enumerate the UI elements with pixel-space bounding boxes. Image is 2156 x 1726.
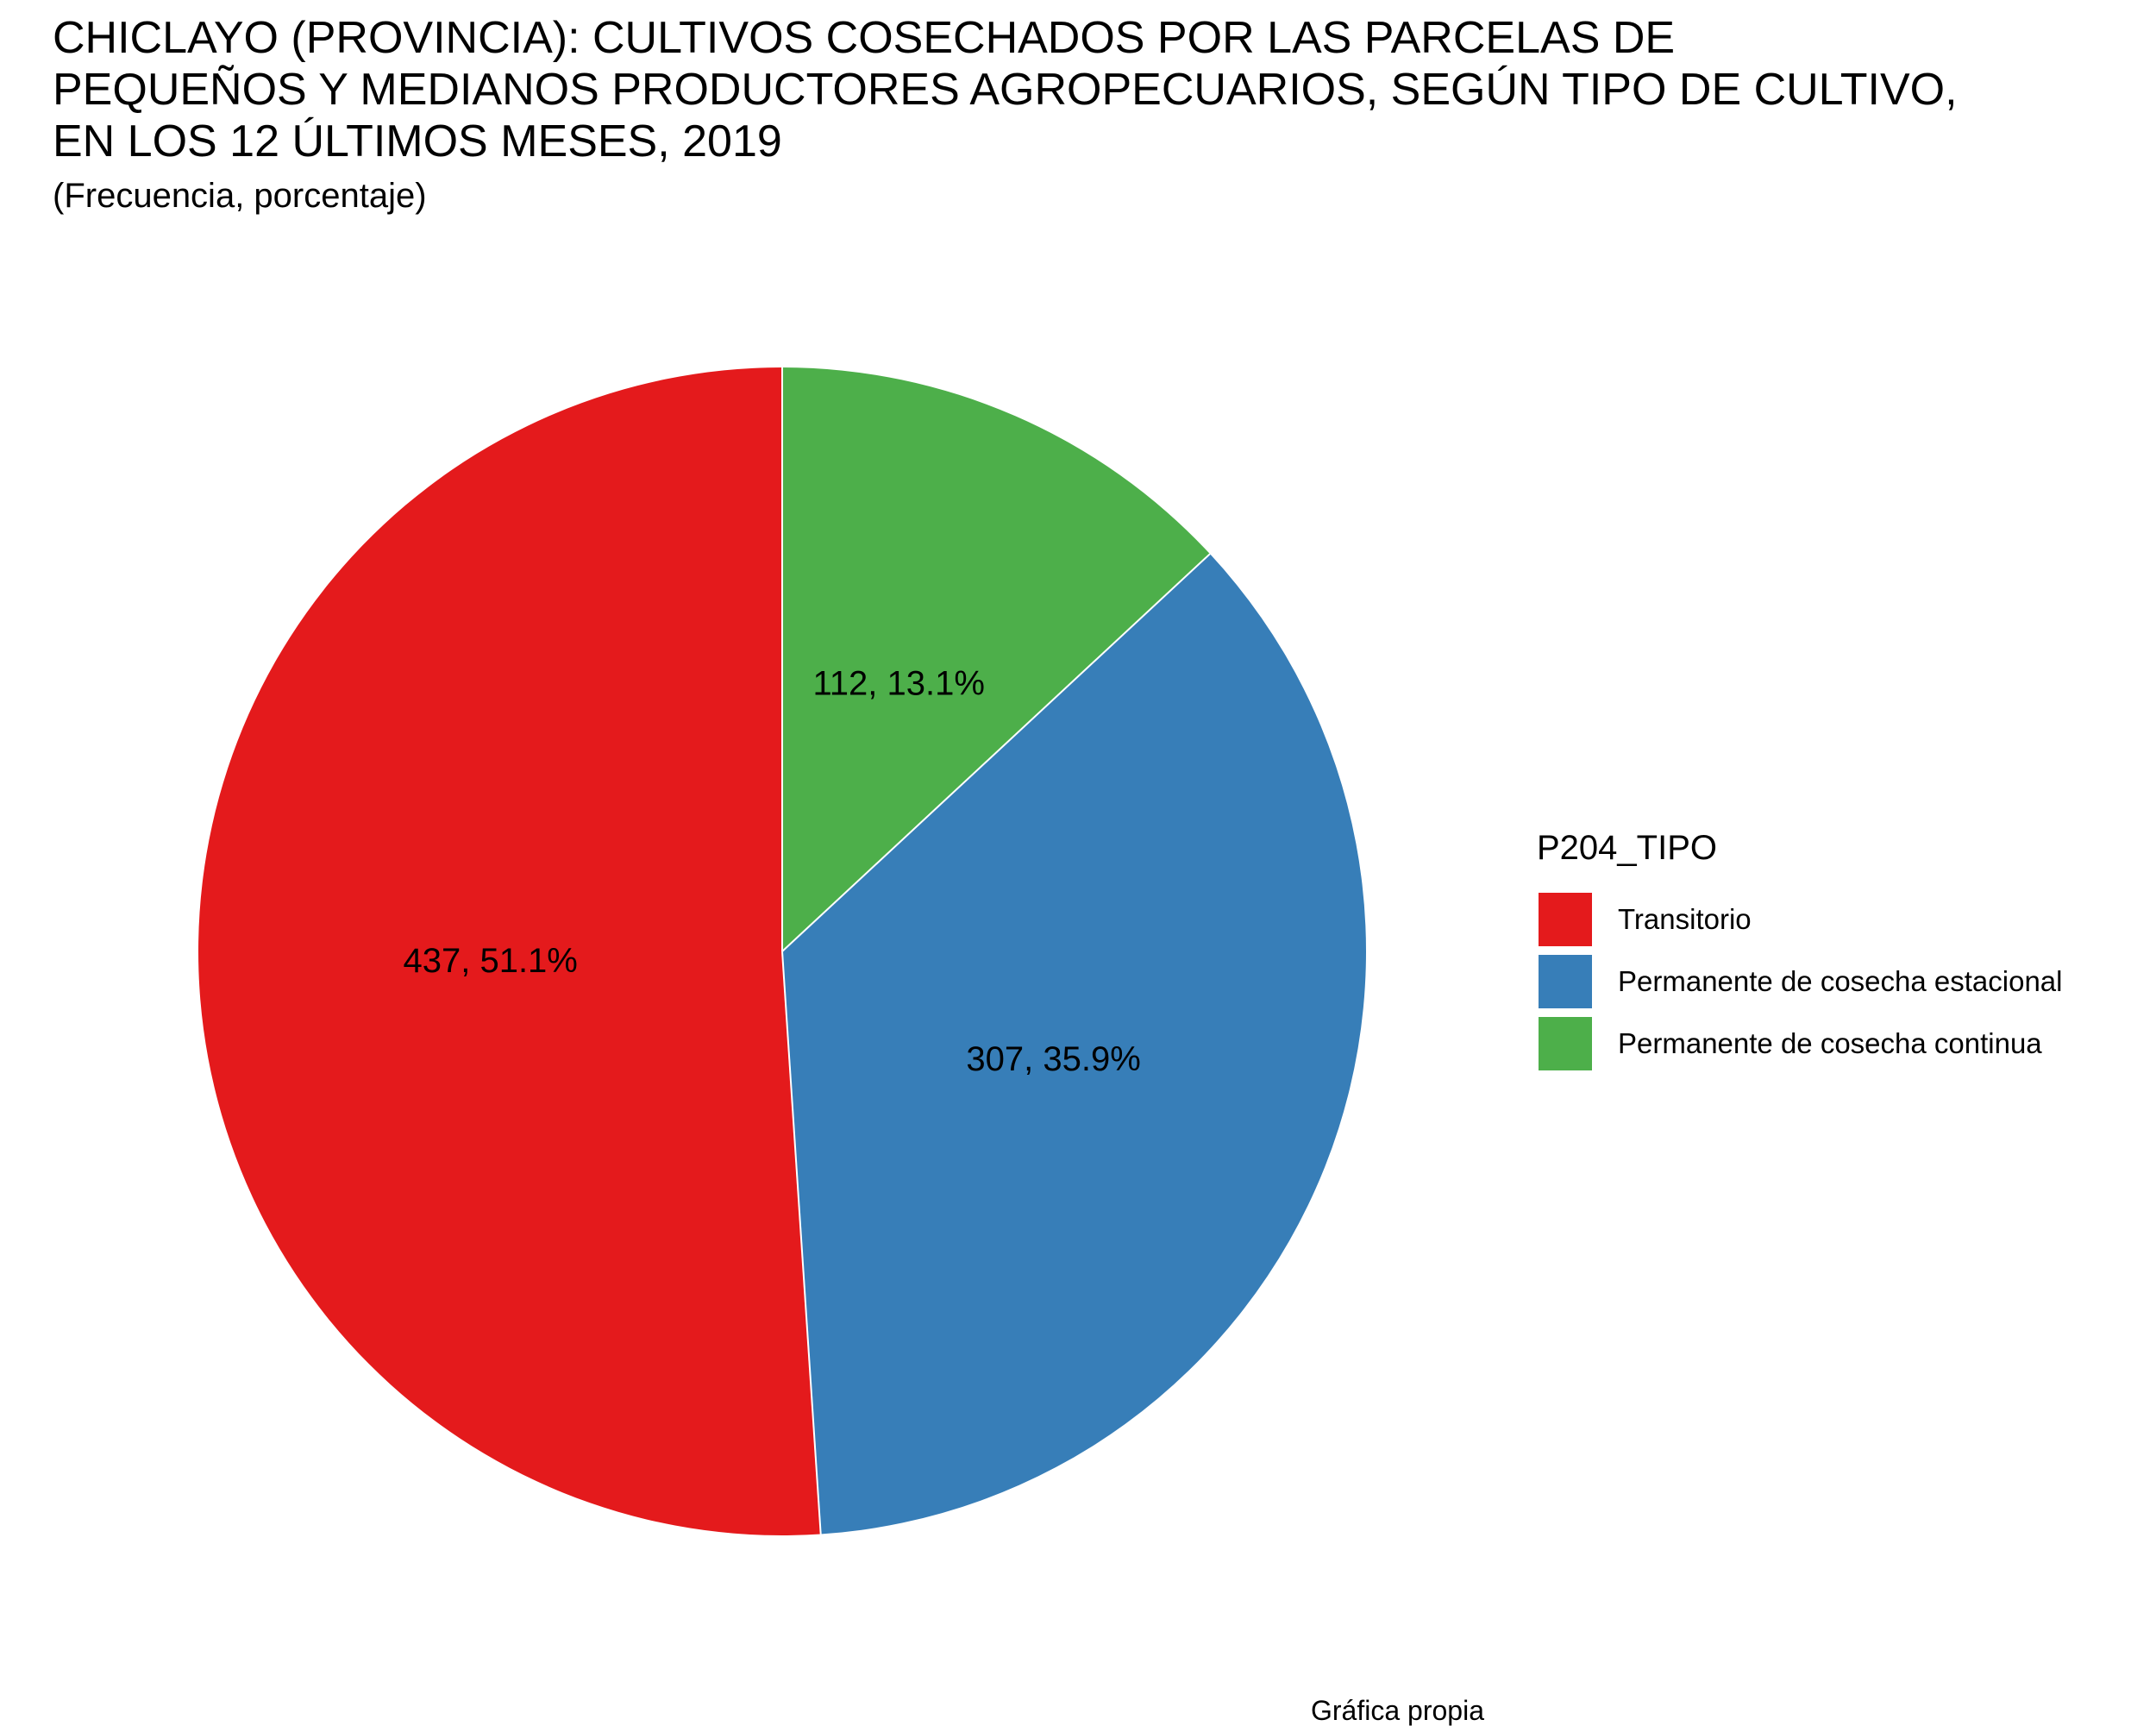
legend-swatch (1537, 891, 1594, 948)
legend-item: Permanente de cosecha continua (1537, 1013, 2063, 1075)
slice-separator (781, 553, 1211, 952)
slice-label: 307, 35.9% (966, 1040, 1140, 1078)
pie-slice-permanente-de-cosecha-estacional (782, 554, 1367, 1535)
legend-label: Permanente de cosecha continua (1618, 1027, 2042, 1059)
slice-label: 437, 51.1% (403, 942, 577, 980)
legend-label: Permanente de cosecha estacional (1618, 965, 2063, 997)
slice-label: 112, 13.1% (813, 665, 985, 703)
caption: Gráfica propia (1311, 1695, 1484, 1726)
legend-swatch (1537, 953, 1594, 1010)
chart-subtitle: (Frecuencia, porcentaje) (53, 177, 427, 215)
legend-label: Transitorio (1618, 903, 1752, 935)
pie-slice-transitorio (197, 367, 821, 1535)
legend-swatch (1537, 1015, 1594, 1072)
slice-separator (781, 951, 822, 1535)
legend-item: Permanente de cosecha estacional (1537, 951, 2063, 1013)
chart-title: CHICLAYO (PROVINCIA): CULTIVOS COSECHADO… (53, 13, 1958, 166)
legend-item: Transitorio (1537, 888, 2063, 951)
pie-slices (197, 367, 1367, 1535)
legend-items: Transitorio Permanente de cosecha estacio… (1537, 888, 2063, 1075)
legend-title: P204_TIPO (1537, 829, 1718, 867)
pie-slice-labels: 437, 51.1% 307, 35.9% 112, 13.1% (403, 665, 1140, 1078)
legend: P204_TIPO Transitorio Permanente de cosec… (1537, 828, 2063, 1075)
pie-slice-permanente-de-cosecha-continua (782, 367, 1210, 951)
